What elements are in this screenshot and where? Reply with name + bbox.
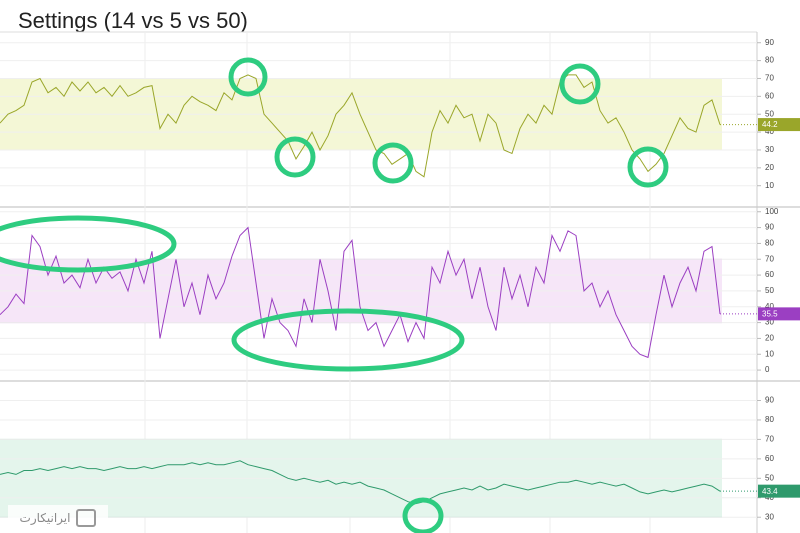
y-tick-label: 10 bbox=[765, 349, 774, 358]
y-tick-label: 20 bbox=[765, 334, 774, 343]
y-tick-label: 80 bbox=[765, 239, 774, 248]
highlights bbox=[0, 57, 669, 533]
y-tick-label: 60 bbox=[765, 270, 774, 279]
y-tick-label: 90 bbox=[765, 396, 774, 405]
y-tick-label: 80 bbox=[765, 56, 774, 65]
y-tick-label: 10 bbox=[765, 181, 774, 190]
highlight-circle bbox=[627, 146, 669, 188]
y-tick-label: 50 bbox=[765, 109, 774, 118]
highlight-circle bbox=[372, 142, 414, 184]
rsi-line bbox=[0, 74, 721, 178]
watermark: ایرانیکارت bbox=[8, 505, 108, 531]
rsi-line bbox=[0, 226, 721, 359]
layout bbox=[0, 31, 800, 533]
last-value-box bbox=[758, 118, 800, 132]
highlight-circle bbox=[274, 136, 316, 178]
y-tick-label: 0 bbox=[765, 365, 770, 374]
y-tick-label: 90 bbox=[765, 38, 774, 47]
chart-title: Settings (14 vs 5 vs 50) bbox=[18, 8, 248, 33]
highlight-circle bbox=[402, 497, 444, 533]
rsi-panel: 0 10 20 30 40 50 60 70 80 90 100 35.5 bbox=[0, 207, 800, 374]
highlight-circle bbox=[228, 57, 268, 97]
y-tick-label: 30 bbox=[765, 318, 774, 327]
y-tick-label: 40 bbox=[765, 127, 774, 136]
watermark-text: ایرانیکارت bbox=[19, 511, 71, 525]
watermark-logo bbox=[76, 509, 97, 527]
rsi-line bbox=[0, 460, 721, 505]
last-value-box bbox=[758, 484, 800, 498]
highlight-circle bbox=[0, 215, 177, 273]
y-tick-label: 40 bbox=[765, 302, 774, 311]
rsi-panel: 10 20 30 40 50 60 70 80 90 44.2 bbox=[0, 38, 800, 190]
last-value-label: 35.5 bbox=[762, 309, 778, 318]
y-tick-label: 70 bbox=[765, 435, 774, 444]
y-tick-label: 50 bbox=[765, 286, 774, 295]
last-value-box bbox=[758, 307, 800, 321]
y-tick-label: 20 bbox=[765, 163, 774, 172]
y-tick-label: 30 bbox=[765, 512, 774, 521]
highlight-circle bbox=[559, 63, 601, 105]
y-tick-label: 90 bbox=[765, 223, 774, 232]
y-tick-label: 80 bbox=[765, 415, 774, 424]
y-tick-label: 60 bbox=[765, 91, 774, 100]
y-tick-label: 60 bbox=[765, 454, 774, 463]
last-value-label: 43.4 bbox=[762, 487, 778, 496]
y-tick-label: 50 bbox=[765, 473, 774, 482]
y-tick-label: 70 bbox=[765, 74, 774, 83]
y-tick-label: 30 bbox=[765, 145, 774, 154]
last-value-label: 44.2 bbox=[762, 120, 778, 129]
y-tick-label: 70 bbox=[765, 254, 774, 263]
y-tick-label: 100 bbox=[765, 207, 779, 216]
highlight-circle bbox=[231, 308, 465, 372]
rsi-panel: 3040506070809043.4 bbox=[0, 396, 800, 521]
